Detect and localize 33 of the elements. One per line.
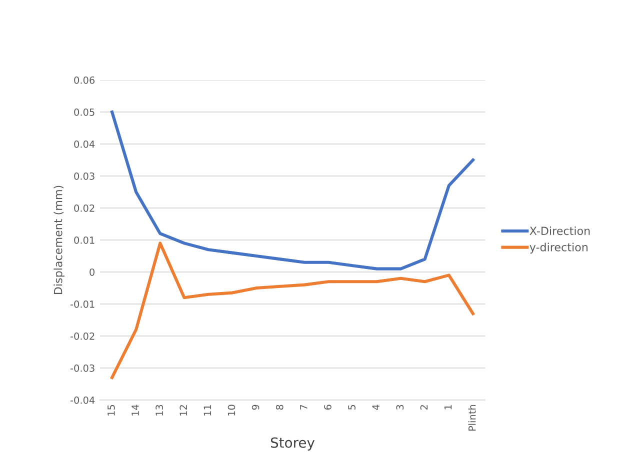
line-series (110, 110, 474, 270)
y-tick-label: 0.04 (74, 140, 95, 148)
x-tick-label: 11 (204, 405, 211, 416)
x-tick-label: 12 (180, 405, 187, 416)
x-tick-label: 7 (300, 405, 308, 410)
x-tick-label: 5 (348, 405, 356, 410)
x-tick-label: 10 (228, 404, 236, 416)
y-tick-label: -0.03 (70, 364, 94, 372)
legend-label: X-Direction (530, 226, 590, 236)
x-tick-label: 8 (276, 404, 284, 410)
x-tick-label: 15 (108, 405, 115, 416)
legend-label: y-direction (530, 242, 588, 254)
y-tick-label: 0.05 (74, 108, 94, 116)
y-tick-label: -0.02 (70, 332, 94, 340)
y-tick-label: 0 (90, 268, 94, 276)
x-tick-label: 2 (420, 405, 428, 410)
x-tick-label: 1 (444, 405, 452, 410)
x-tick-label: 13 (156, 404, 163, 416)
x-tick-label: Plinth (468, 404, 476, 431)
x-tick-label: 6 (324, 404, 332, 410)
y-tick-label: 0.01 (74, 236, 94, 244)
x-axis-title: Storey (270, 437, 315, 451)
line-series (110, 242, 474, 380)
x-tick-label: 9 (252, 404, 260, 410)
x-tick-label: 14 (132, 404, 139, 416)
x-tick-label: 4 (372, 404, 380, 410)
y-tick-label: 0.02 (74, 204, 94, 212)
y-tick-label: -0.01 (70, 300, 94, 308)
x-tick-label: 3 (396, 404, 404, 410)
y-tick-label: 0.06 (74, 76, 95, 84)
y-tick-label: -0.04 (70, 396, 95, 404)
y-tick-label: 0.03 (74, 172, 94, 180)
y-axis-title: Displacement (mm) (54, 186, 64, 294)
